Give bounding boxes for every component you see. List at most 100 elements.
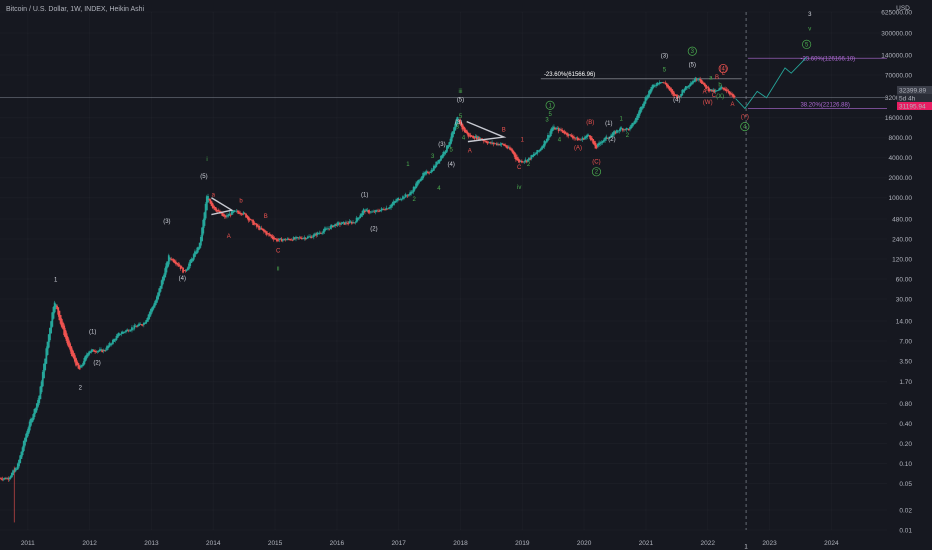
candle-body (340, 223, 343, 225)
candle-body (589, 136, 592, 140)
candle-body (45, 348, 48, 364)
candle-body (259, 227, 262, 229)
price-tick-label: 2000.00 (889, 175, 913, 182)
candle-body (308, 236, 310, 238)
wave-label: 4 (558, 138, 562, 144)
candle-body (723, 87, 725, 90)
price-tick-label: 4000.00 (889, 155, 913, 162)
wave-label: a (709, 76, 713, 82)
candle-body (698, 78, 700, 80)
candle-body (223, 215, 226, 217)
candle-body (234, 210, 237, 212)
candle-body (341, 222, 344, 224)
candle-body (3, 477, 6, 479)
candle-body (170, 258, 173, 260)
candle-body (41, 371, 44, 387)
projection-path (735, 56, 807, 110)
candle-body (534, 153, 536, 155)
candle-body (310, 236, 313, 239)
candle-body (422, 172, 425, 179)
price-tick-label: 70000.00 (885, 72, 912, 79)
candle-body (686, 86, 688, 88)
candle-body (5, 478, 7, 480)
time-axis[interactable]: 2011 2012 2013 2014 2015 2016 2017 2018 2019 2020… (21, 540, 839, 547)
candle-body (353, 222, 356, 224)
price-tick-label: 0.01 (899, 527, 912, 534)
candle-body (528, 157, 530, 161)
candle-body (138, 323, 140, 326)
fib-label: 38.20%(22126.88) (800, 102, 849, 108)
candle-body (257, 225, 259, 227)
candle-body (713, 89, 716, 93)
candle-body (179, 265, 182, 270)
candle-body (154, 300, 157, 306)
candle-body (49, 328, 51, 341)
candle-body (427, 172, 429, 174)
wave-label: 1 (54, 277, 58, 283)
candle-body (687, 85, 690, 88)
price-tick-label: 625000.00 (881, 9, 912, 16)
candle-body (226, 215, 228, 217)
candle-body (689, 83, 692, 86)
candle-body (626, 128, 629, 130)
candle-body (614, 132, 617, 134)
candle-body (119, 334, 121, 336)
candle-body (610, 135, 612, 138)
candle-body (238, 211, 240, 214)
wave-label: 1 (744, 544, 748, 550)
candle-body (97, 350, 100, 352)
candle-body (91, 349, 94, 351)
candle-body (282, 239, 284, 241)
candle-body (372, 211, 375, 213)
candle-body (442, 151, 445, 157)
reference-lines: -23.60%(61566.96) -23.60%(126166.10) 38.20… (0, 12, 887, 530)
candle-body (26, 430, 29, 438)
candle-body (328, 228, 331, 230)
candle-body (731, 93, 734, 95)
candle-body (19, 455, 22, 463)
candle-body (334, 223, 337, 226)
candle-body (30, 418, 32, 426)
candle-body (518, 159, 521, 163)
candle-body (260, 227, 263, 230)
candle-body (443, 152, 446, 155)
wave-label: (4) (720, 67, 727, 73)
candle-body (720, 86, 723, 89)
candle-body (140, 324, 143, 326)
candle-body (96, 351, 99, 353)
candles (0, 76, 736, 523)
candle-body (400, 198, 403, 200)
candle-body (690, 82, 693, 85)
wave-label: A (468, 149, 472, 155)
candle-body (135, 326, 138, 328)
candle-body (248, 218, 251, 221)
candle-body (7, 478, 10, 480)
candle-body (536, 149, 539, 154)
candle-body (245, 213, 247, 218)
candle-body (679, 96, 681, 98)
wave-label: (4) (448, 162, 455, 168)
candle-body (83, 358, 86, 365)
candle-body (517, 158, 520, 161)
candle-body (201, 227, 203, 241)
candle-body (725, 89, 728, 92)
candle-body (695, 79, 698, 81)
time-tick-label: 2017 (391, 540, 406, 547)
time-tick-label: 2019 (515, 540, 530, 547)
candle-body (188, 263, 190, 269)
candle-body (670, 89, 673, 93)
candle-body (359, 215, 362, 219)
candle-body (161, 277, 164, 285)
wave-label: b (239, 198, 243, 204)
candle-body (701, 81, 704, 84)
candle-body (432, 165, 435, 171)
candle-body (633, 121, 636, 124)
candle-body (463, 127, 466, 133)
candle-body (625, 127, 628, 130)
candle-body (153, 302, 156, 308)
candle-body (166, 261, 169, 268)
candle-body (232, 211, 234, 213)
candle-body (116, 334, 119, 338)
